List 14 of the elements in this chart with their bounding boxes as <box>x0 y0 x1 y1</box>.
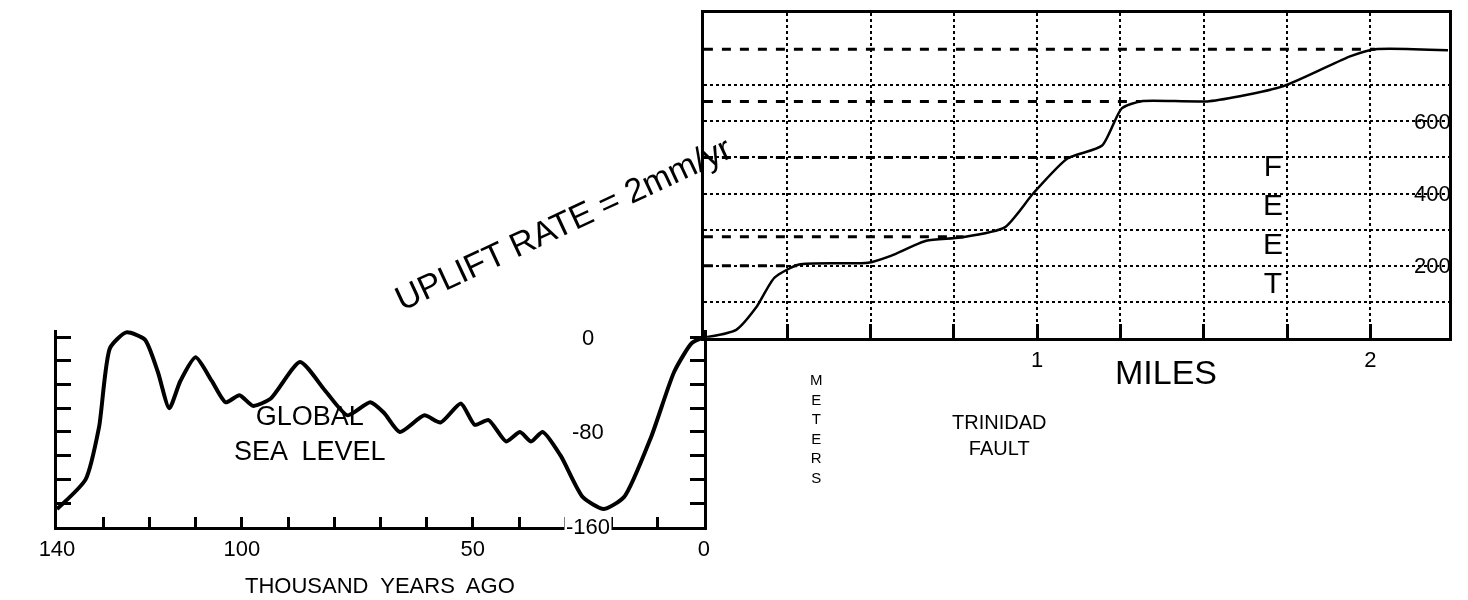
x-axis-title: THOUSAND YEARS AGO <box>245 573 515 598</box>
x-tick-label: 2 <box>1364 346 1377 372</box>
x-axis-title: MILES <box>1115 353 1218 391</box>
y-axis-title: METERS <box>810 371 823 486</box>
x-tick-label: 50 <box>460 535 486 561</box>
y-tick-label: -80 <box>572 419 604 444</box>
x-tick-label: 140 <box>38 535 76 561</box>
y-tick-label: -160 <box>566 514 611 539</box>
y-tick-label: 0 <box>582 325 595 350</box>
text: TRINIDAD FAULT <box>952 411 1047 459</box>
x-tick-label: 100 <box>223 535 261 561</box>
annotation: GLOBAL SEA LEVEL <box>234 401 386 467</box>
x-tick-label: 1 <box>1031 346 1044 372</box>
x-tick-label: 0 <box>697 535 711 561</box>
